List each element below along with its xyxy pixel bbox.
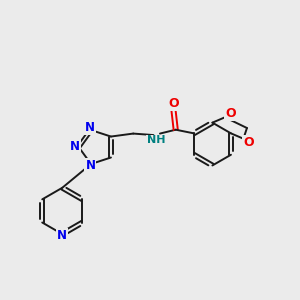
Text: N: N <box>57 229 67 242</box>
Text: O: O <box>244 136 254 149</box>
Text: N: N <box>85 159 95 172</box>
Text: O: O <box>225 106 236 120</box>
Text: O: O <box>169 97 179 110</box>
Text: NH: NH <box>147 135 165 146</box>
Text: N: N <box>85 121 95 134</box>
Text: N: N <box>70 140 80 153</box>
